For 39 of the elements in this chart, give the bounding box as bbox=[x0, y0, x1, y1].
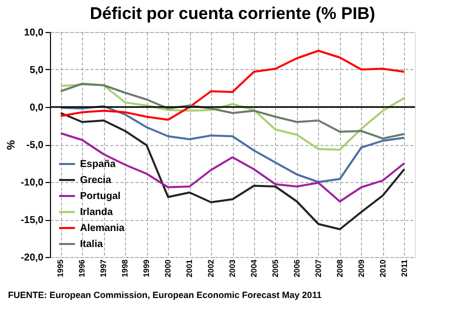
x-tick-label: 1997 bbox=[99, 258, 108, 278]
line-series bbox=[60, 132, 406, 202]
x-tick-label: 2001 bbox=[185, 258, 194, 278]
y-tick-label: 0,0 bbox=[30, 102, 44, 114]
legend-label: Irlanda bbox=[80, 207, 114, 218]
x-tick-label: 2009 bbox=[356, 258, 366, 278]
legend-label: Italia bbox=[80, 239, 104, 250]
line-series bbox=[60, 105, 406, 183]
x-tick-label: 2004 bbox=[249, 258, 258, 278]
chart-title: Déficit por cuenta corriente (% PIB) bbox=[90, 4, 376, 23]
x-tick-label: 2000 bbox=[164, 258, 173, 278]
x-tick-label: 1996 bbox=[78, 258, 87, 278]
y-tick-label: -5,0 bbox=[26, 140, 44, 151]
x-tick-label: 1998 bbox=[120, 258, 130, 278]
x-tick-label: 2008 bbox=[335, 258, 344, 278]
source-note: FUENTE: European Commission, European Economic Forecast May 2011 bbox=[8, 290, 322, 300]
y-tick-label: -20,0 bbox=[20, 252, 44, 264]
x-tick-label: 1995 bbox=[56, 258, 66, 278]
x-tick-label: 2010 bbox=[378, 258, 388, 278]
line-series bbox=[60, 82, 406, 140]
y-tick-label: -10,0 bbox=[20, 178, 44, 188]
y-axis-title: % bbox=[6, 140, 18, 150]
line-series bbox=[60, 50, 406, 121]
y-tick-label: 10,0 bbox=[24, 28, 44, 38]
legend-label: España bbox=[80, 159, 116, 170]
x-tick-label: 2007 bbox=[314, 258, 323, 278]
x-tick-label: 1999 bbox=[142, 258, 152, 278]
x-tick-label: 2006 bbox=[292, 258, 302, 278]
y-tick-label: -15,0 bbox=[20, 215, 44, 226]
line-series bbox=[60, 84, 406, 151]
x-tick-label: 2003 bbox=[228, 258, 237, 278]
line-series bbox=[60, 112, 406, 230]
legend-label: Grecia bbox=[80, 175, 112, 186]
x-tick-label: 2002 bbox=[206, 258, 216, 278]
legend-label: Alemania bbox=[80, 223, 125, 234]
legend-label: Portugal bbox=[80, 191, 121, 202]
x-tick-label: 2005 bbox=[270, 258, 280, 278]
x-tick-label: 2011 bbox=[400, 258, 409, 277]
y-tick-label: 5,0 bbox=[30, 65, 44, 76]
